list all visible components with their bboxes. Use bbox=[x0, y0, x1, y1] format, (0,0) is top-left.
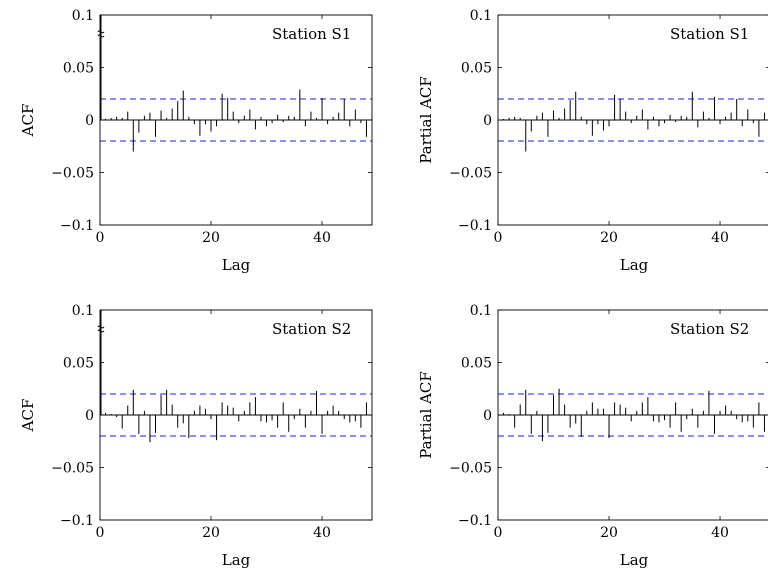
truncation-mark-lag-0 bbox=[97, 325, 105, 333]
x-tick-label: 0 bbox=[96, 525, 105, 541]
y-axis-label: Partial ACF bbox=[417, 76, 435, 164]
x-tick-label: 40 bbox=[313, 525, 331, 541]
x-axis-label: Lag bbox=[222, 256, 251, 274]
x-tick-label: 40 bbox=[711, 525, 729, 541]
y-axis-label: ACF bbox=[19, 399, 37, 433]
y-tick-label: −0.1 bbox=[60, 218, 94, 234]
x-tick-label: 0 bbox=[96, 230, 105, 246]
y-tick-label: 0.1 bbox=[72, 303, 94, 319]
y-tick-label: 0.05 bbox=[461, 61, 492, 77]
plot-area bbox=[498, 91, 768, 152]
y-axis-label: Partial ACF bbox=[417, 371, 435, 459]
y-tick-label: 0 bbox=[85, 408, 94, 424]
chart-panel-1: 0 20 40 −0.1 −0.05 0 0.05 0.1 Lag ACF Station S1 bbox=[19, 8, 373, 274]
y-axis-label: ACF bbox=[19, 104, 37, 138]
panel-title: Station S2 bbox=[670, 320, 749, 338]
x-tick-label: 0 bbox=[494, 230, 503, 246]
panel-title: Station S1 bbox=[272, 25, 351, 43]
y-tick-label: 0 bbox=[483, 113, 492, 129]
y-tick-label: 0.05 bbox=[461, 356, 492, 372]
y-tick-label: −0.1 bbox=[60, 513, 94, 529]
chart-panel-2: 0 20 40 −0.1 −0.05 0 0.05 0.1 Lag Partial ACF Stat… bbox=[417, 8, 768, 274]
y-tick-label: 0.1 bbox=[72, 8, 94, 24]
x-tick-label: 40 bbox=[313, 230, 331, 246]
panel-title: Station S1 bbox=[670, 25, 749, 43]
y-tick-label: −0.1 bbox=[458, 218, 492, 234]
x-axis-label: Lag bbox=[222, 551, 251, 569]
x-axis-label: Lag bbox=[620, 256, 649, 274]
y-tick-label: −0.1 bbox=[458, 513, 492, 529]
y-tick-label: −0.05 bbox=[51, 461, 94, 477]
y-tick-label: −0.05 bbox=[449, 461, 492, 477]
plot-area bbox=[498, 388, 768, 442]
truncation-mark-lag-0 bbox=[97, 30, 105, 38]
y-tick-label: 0 bbox=[483, 408, 492, 424]
x-axis-label: Lag bbox=[620, 551, 649, 569]
x-tick-label: 20 bbox=[202, 525, 220, 541]
y-tick-label: −0.05 bbox=[449, 166, 492, 182]
y-tick-label: −0.05 bbox=[51, 166, 94, 182]
y-tick-label: 0.1 bbox=[470, 303, 492, 319]
x-tick-label: 40 bbox=[711, 230, 729, 246]
y-tick-label: 0.1 bbox=[470, 8, 492, 24]
y-tick-label: 0.05 bbox=[63, 61, 94, 77]
x-tick-label: 0 bbox=[494, 525, 503, 541]
x-tick-label: 20 bbox=[600, 525, 618, 541]
x-tick-label: 20 bbox=[202, 230, 220, 246]
plot-area bbox=[100, 15, 372, 152]
x-tick-label: 20 bbox=[600, 230, 618, 246]
y-tick-label: 0 bbox=[85, 113, 94, 129]
chart-panel-4: 0 20 40 −0.1 −0.05 0 0.05 0.1 Lag Partial ACF Stat… bbox=[417, 303, 768, 569]
y-tick-label: 0.05 bbox=[63, 356, 94, 372]
panel-title: Station S2 bbox=[272, 320, 351, 338]
chart-panel-3: 0 20 40 −0.1 −0.05 0 0.05 0.1 Lag ACF Station S2 bbox=[19, 303, 373, 569]
